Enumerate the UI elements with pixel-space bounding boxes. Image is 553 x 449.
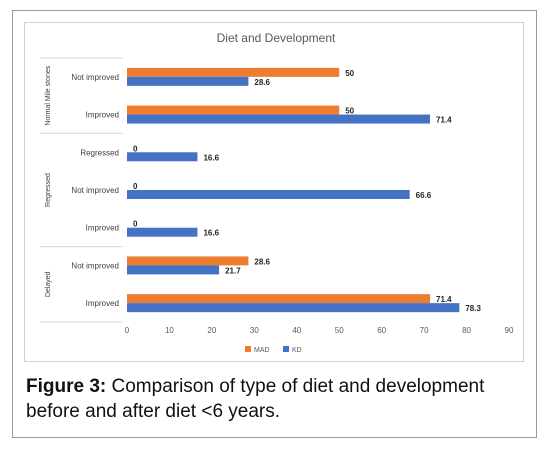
bar-kd: [127, 190, 410, 199]
x-tick-label: 20: [207, 326, 216, 335]
bar-kd: [127, 227, 198, 237]
bar-kd: [127, 152, 198, 162]
data-label: 16.6: [203, 229, 219, 238]
bar-kd: [127, 303, 460, 313]
x-tick-label: 40: [292, 326, 301, 335]
caption-label: Figure 3:: [26, 376, 107, 397]
category-label: Improved: [86, 299, 119, 308]
x-tick-label: 30: [250, 326, 259, 335]
bar-kd: [127, 114, 431, 124]
x-tick-label: 80: [462, 326, 471, 335]
bar-mad: [127, 67, 340, 77]
x-tick-label: 70: [420, 326, 429, 335]
chart-title: Diet and Development: [217, 31, 336, 45]
bar-kd: [127, 265, 220, 275]
legend-label: KD: [292, 347, 302, 354]
x-tick-label: 50: [335, 326, 344, 335]
category-label: Regressed: [80, 148, 119, 157]
data-label: 28.6: [254, 257, 270, 266]
group-label: Delayed: [45, 271, 52, 297]
category-label: Not improved: [71, 261, 119, 270]
caption-text: Comparison of type of diet and developme…: [26, 376, 485, 422]
legend-swatch-mad: [245, 346, 251, 352]
category-label: Improved: [86, 224, 119, 233]
data-label: 71.4: [436, 116, 452, 125]
legend-swatch-kd: [283, 346, 289, 352]
data-label: 66.6: [416, 191, 432, 200]
bar-mad: [127, 105, 340, 115]
data-label: 0: [133, 144, 138, 153]
data-label: 78.3: [465, 304, 481, 313]
x-tick-label: 90: [505, 326, 514, 335]
data-label: 0: [133, 182, 138, 191]
group-label: Normal Mile stones: [45, 65, 52, 125]
data-label: 50: [345, 107, 354, 116]
x-tick-label: 0: [125, 326, 130, 335]
group-label: Regressed: [45, 173, 52, 207]
x-tick-label: 10: [165, 326, 174, 335]
x-tick-label: 60: [377, 326, 386, 335]
category-label: Not improved: [71, 186, 119, 195]
category-label: Improved: [86, 111, 119, 120]
bar-mad: [127, 256, 249, 266]
bar-mad: [127, 294, 431, 304]
data-label: 0: [133, 220, 138, 229]
data-label: 50: [345, 69, 354, 78]
figure-caption: Figure 3: Comparison of type of diet and…: [26, 374, 526, 424]
bar-kd: [127, 76, 249, 86]
data-label: 28.6: [254, 78, 270, 87]
data-label: 16.6: [203, 153, 219, 162]
category-label: Not improved: [71, 73, 119, 82]
data-label: 71.4: [436, 295, 452, 304]
data-label: 21.7: [225, 266, 241, 275]
legend-label: MAD: [254, 347, 270, 354]
